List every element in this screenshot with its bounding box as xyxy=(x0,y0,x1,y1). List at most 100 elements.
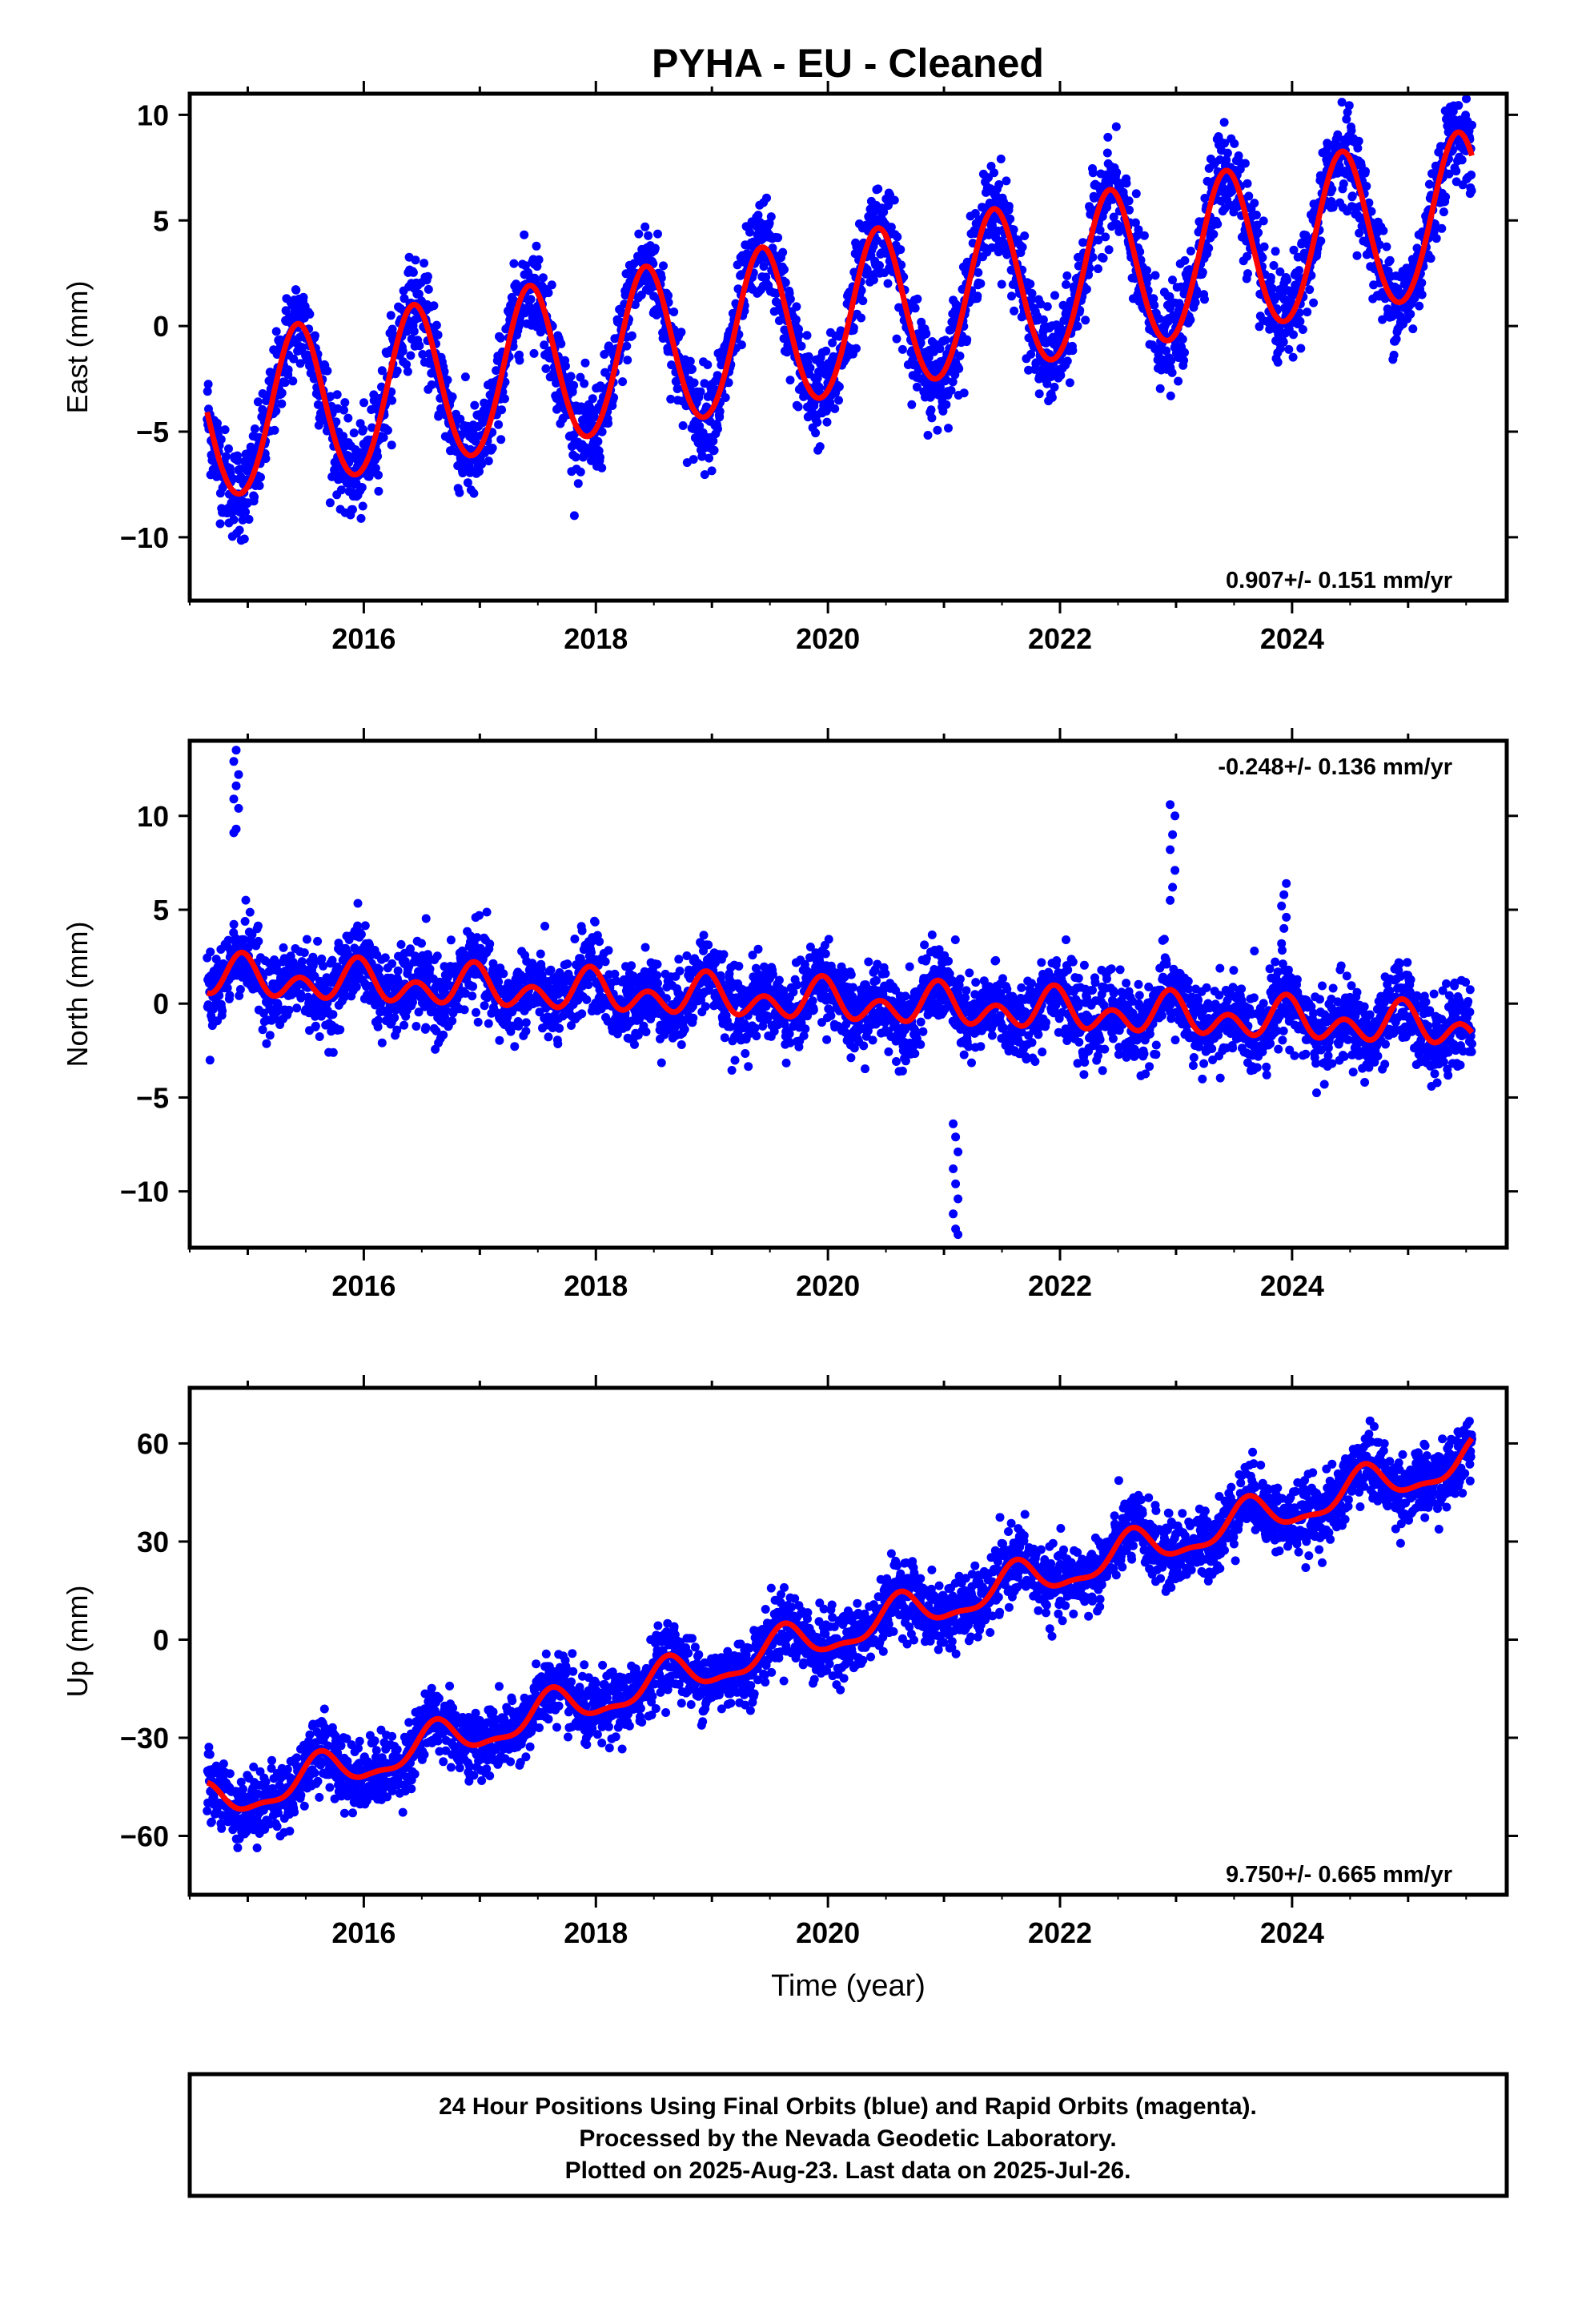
data-point xyxy=(1295,316,1305,326)
data-point xyxy=(1131,189,1141,199)
data-point xyxy=(1111,122,1121,131)
data-point xyxy=(218,1006,227,1015)
data-point xyxy=(1027,288,1037,298)
data-point xyxy=(1415,301,1424,311)
data-point xyxy=(327,955,337,965)
data-point xyxy=(1167,368,1177,377)
data-point xyxy=(265,1031,275,1040)
data-point xyxy=(258,1025,267,1035)
data-point xyxy=(356,930,366,939)
data-point xyxy=(996,155,1006,163)
data-point xyxy=(994,180,1004,189)
data-point xyxy=(412,1022,421,1031)
data-point xyxy=(515,1019,524,1029)
data-point xyxy=(432,320,441,330)
data-point xyxy=(1150,300,1159,310)
data-point xyxy=(225,991,235,1000)
data-point xyxy=(463,478,472,488)
data-point xyxy=(785,295,795,304)
data-point xyxy=(1168,275,1177,285)
data-point xyxy=(206,947,215,957)
data-point xyxy=(858,296,868,306)
data-point xyxy=(460,1005,469,1015)
data-point xyxy=(650,243,660,253)
data-point xyxy=(460,988,470,998)
data-point xyxy=(1209,230,1219,239)
data-point xyxy=(1289,245,1299,255)
data-point xyxy=(215,519,225,529)
data-point xyxy=(705,453,714,463)
data-point xyxy=(529,348,539,358)
data-point xyxy=(367,423,377,432)
data-point xyxy=(292,1003,302,1013)
data-point xyxy=(1235,164,1245,174)
data-point xyxy=(804,352,813,361)
data-point xyxy=(536,963,546,973)
data-point xyxy=(793,402,803,412)
data-point xyxy=(1065,378,1074,388)
data-point xyxy=(737,340,746,350)
data-point xyxy=(299,948,309,958)
data-point xyxy=(553,1039,563,1048)
data-point xyxy=(1273,357,1283,367)
data-point xyxy=(1094,264,1102,274)
data-point xyxy=(1162,346,1171,356)
data-point xyxy=(380,953,390,963)
data-point xyxy=(323,366,332,376)
data-point xyxy=(1296,344,1306,353)
data-point xyxy=(713,371,722,380)
data-point xyxy=(571,452,580,462)
data-point xyxy=(627,961,636,971)
data-point xyxy=(448,392,457,401)
data-point xyxy=(886,223,896,232)
data-point xyxy=(893,232,902,242)
data-point xyxy=(774,316,784,325)
data-point xyxy=(255,481,264,490)
data-point xyxy=(1191,298,1200,308)
data-point xyxy=(421,914,431,923)
data-point xyxy=(223,935,233,945)
data-point xyxy=(477,460,487,469)
data-point xyxy=(1457,155,1467,165)
data-point xyxy=(485,939,495,949)
data-point xyxy=(852,344,861,353)
data-point xyxy=(1279,337,1288,347)
data-point xyxy=(1284,344,1294,354)
data-point xyxy=(1355,228,1364,238)
data-point xyxy=(360,921,370,931)
data-point xyxy=(1361,167,1370,176)
data-point xyxy=(241,895,251,905)
data-point xyxy=(1268,283,1278,293)
data-point xyxy=(596,452,604,462)
data-point xyxy=(377,382,386,392)
data-point xyxy=(245,907,255,917)
data-point xyxy=(540,340,549,350)
data-point xyxy=(1150,271,1160,280)
data-point xyxy=(1452,78,1461,87)
data-point xyxy=(475,911,484,920)
data-point xyxy=(432,951,442,961)
data-point xyxy=(423,271,432,281)
data-point xyxy=(567,1021,576,1030)
data-point xyxy=(1101,232,1110,242)
data-point xyxy=(834,396,843,405)
data-point xyxy=(584,980,593,990)
data-point xyxy=(815,442,825,452)
data-point xyxy=(669,308,679,316)
data-point xyxy=(1084,270,1094,279)
data-point xyxy=(1179,356,1189,365)
data-point xyxy=(1271,247,1280,256)
figure-title: PYHA - EU - Cleaned xyxy=(652,41,1044,86)
data-point xyxy=(1454,101,1464,111)
data-point xyxy=(1223,148,1232,158)
data-point xyxy=(1364,198,1374,207)
data-point xyxy=(935,344,945,353)
data-point xyxy=(869,275,878,284)
data-point xyxy=(1309,298,1319,308)
data-point xyxy=(828,338,837,348)
data-point xyxy=(1186,315,1195,324)
data-point xyxy=(387,440,396,450)
data-point xyxy=(1026,279,1035,289)
data-point xyxy=(233,456,243,465)
